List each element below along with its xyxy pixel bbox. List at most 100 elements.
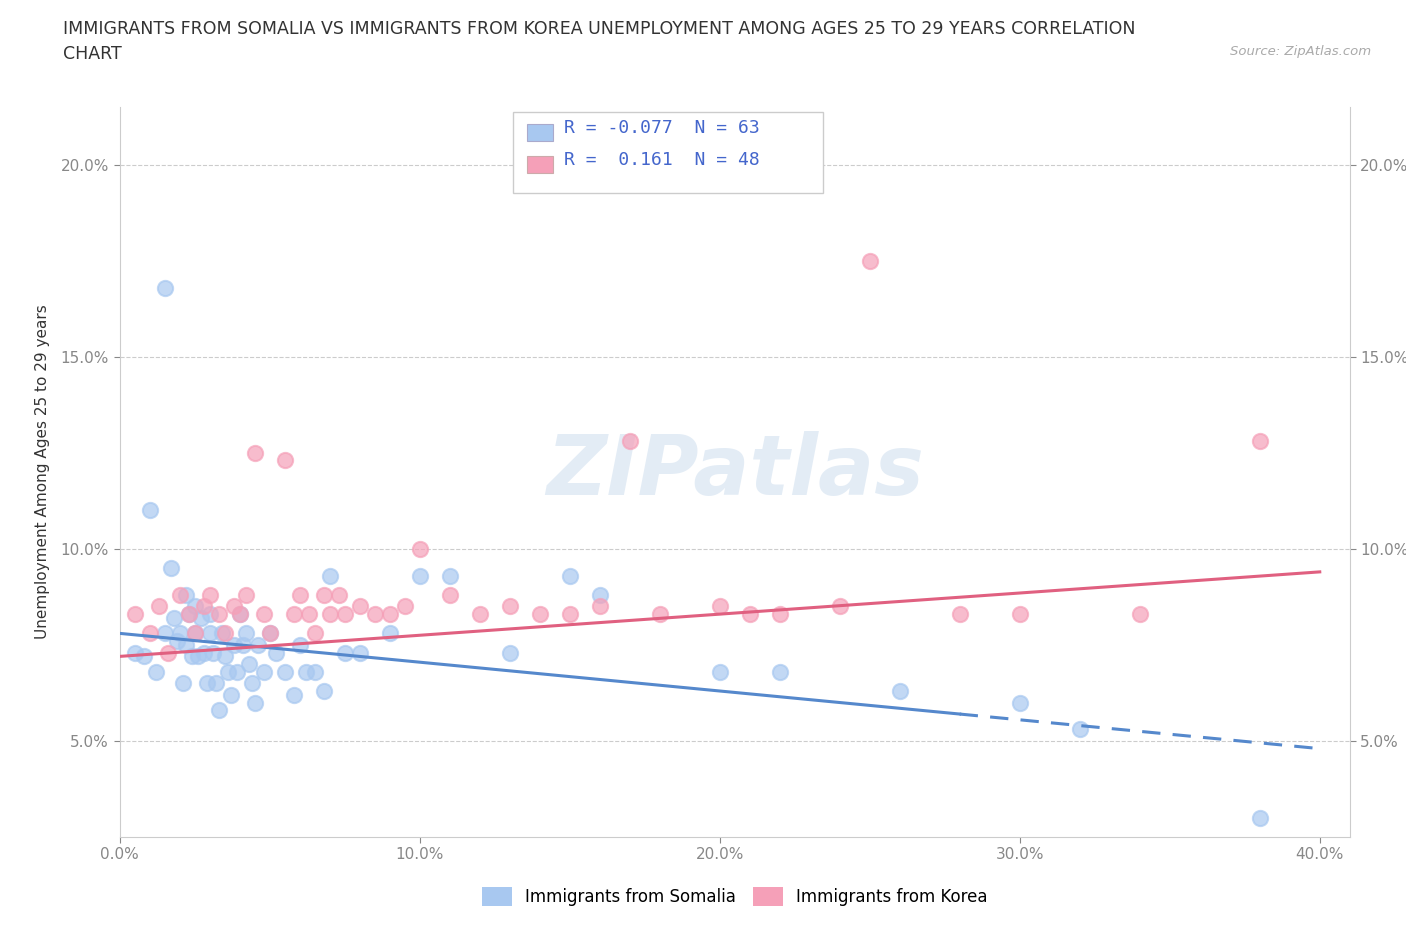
Point (214, 626, 236, 641)
Point (498, 599, 520, 614)
Point (153, 626, 176, 641)
Point (889, 684, 911, 698)
Point (169, 588, 191, 603)
Point (738, 606, 761, 621)
Point (588, 599, 610, 614)
Text: R = -0.077  N = 63: R = -0.077 N = 63 (564, 119, 759, 138)
Point (709, 664, 731, 679)
Point (156, 645, 179, 660)
Point (222, 599, 245, 614)
Point (198, 606, 221, 621)
Point (949, 606, 972, 621)
Point (558, 568, 581, 583)
Point (1008, 695, 1031, 710)
Point (174, 588, 197, 603)
Point (238, 657, 260, 671)
Point (225, 664, 247, 679)
Point (408, 568, 430, 583)
Point (252, 606, 274, 621)
Point (378, 626, 401, 641)
Point (153, 280, 176, 295)
Point (394, 599, 416, 614)
Point (288, 588, 311, 603)
Point (211, 626, 233, 641)
Legend: Immigrants from Somalia, Immigrants from Korea: Immigrants from Somalia, Immigrants from… (475, 880, 994, 912)
Point (124, 606, 146, 621)
Point (318, 568, 340, 583)
Point (162, 611, 184, 626)
Point (498, 645, 520, 660)
Point (259, 626, 281, 641)
Point (1129, 606, 1152, 621)
Point (588, 588, 610, 603)
Point (235, 588, 257, 603)
Text: ZIPatlas: ZIPatlas (546, 432, 924, 512)
Point (439, 568, 461, 583)
Point (312, 684, 335, 698)
Point (378, 606, 401, 621)
Point (349, 645, 371, 660)
Point (333, 645, 356, 660)
Point (273, 453, 295, 468)
Point (252, 664, 274, 679)
Point (304, 626, 326, 641)
Point (558, 606, 581, 621)
Point (264, 645, 287, 660)
Point (183, 599, 205, 614)
Point (138, 626, 160, 641)
Point (243, 695, 266, 710)
Point (190, 611, 212, 626)
Point (468, 606, 491, 621)
Point (259, 626, 281, 641)
Point (193, 599, 215, 614)
Point (312, 588, 335, 603)
Text: R =  0.161  N = 48: R = 0.161 N = 48 (564, 151, 759, 169)
Point (235, 626, 257, 641)
Point (318, 606, 340, 621)
Point (1069, 722, 1091, 737)
Text: IMMIGRANTS FROM SOMALIA VS IMMIGRANTS FROM KOREA UNEMPLOYMENT AMONG AGES 25 TO 2: IMMIGRANTS FROM SOMALIA VS IMMIGRANTS FR… (63, 20, 1136, 38)
Point (201, 645, 224, 660)
Point (183, 626, 205, 641)
Point (648, 606, 671, 621)
Point (859, 253, 882, 268)
Point (177, 606, 200, 621)
Y-axis label: Unemployment Among Ages 25 to 29 years: Unemployment Among Ages 25 to 29 years (35, 305, 49, 639)
Point (328, 588, 350, 603)
Point (408, 541, 430, 556)
Point (172, 676, 194, 691)
Point (174, 637, 197, 652)
Point (243, 445, 266, 460)
Point (439, 588, 461, 603)
Text: CHART: CHART (63, 45, 122, 62)
Point (177, 606, 200, 621)
Point (288, 637, 311, 652)
Point (769, 606, 792, 621)
Point (297, 606, 319, 621)
Point (159, 561, 181, 576)
Point (198, 588, 221, 603)
Point (619, 433, 641, 448)
Point (198, 626, 221, 641)
Point (180, 649, 202, 664)
Point (166, 633, 188, 648)
Point (204, 676, 226, 691)
Point (231, 637, 254, 652)
Point (132, 649, 155, 664)
Point (1249, 433, 1271, 448)
Point (228, 606, 250, 621)
Point (529, 606, 551, 621)
Point (240, 676, 263, 691)
Point (124, 645, 146, 660)
Point (283, 606, 305, 621)
Point (228, 606, 250, 621)
Point (363, 606, 385, 621)
Point (283, 687, 305, 702)
Point (214, 649, 236, 664)
Point (222, 637, 245, 652)
Point (709, 599, 731, 614)
Point (1008, 606, 1031, 621)
Point (246, 637, 269, 652)
Point (217, 664, 239, 679)
Point (349, 599, 371, 614)
